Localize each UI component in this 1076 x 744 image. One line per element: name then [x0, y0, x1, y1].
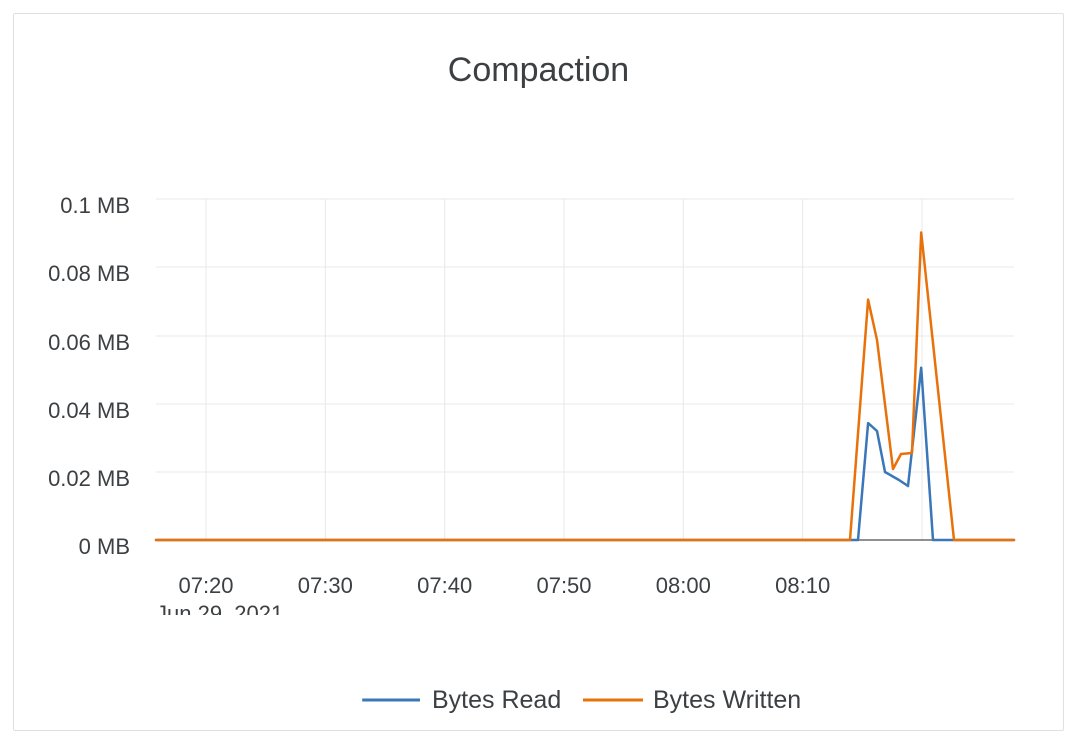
svg-text:0.1 MB: 0.1 MB: [60, 193, 130, 218]
svg-text:07:20: 07:20: [178, 573, 233, 598]
svg-text:Bytes Written: Bytes Written: [653, 686, 801, 714]
svg-text:07:30: 07:30: [298, 573, 353, 598]
svg-text:0.04 MB: 0.04 MB: [48, 398, 130, 423]
svg-text:0 MB: 0 MB: [79, 534, 130, 559]
svg-text:0.06 MB: 0.06 MB: [48, 330, 130, 355]
svg-text:07:40: 07:40: [417, 573, 472, 598]
svg-text:07:50: 07:50: [536, 573, 591, 598]
svg-text:Jun 29, 2021: Jun 29, 2021: [156, 601, 283, 615]
svg-text:0.02 MB: 0.02 MB: [48, 466, 130, 491]
svg-text:08:10: 08:10: [775, 573, 830, 598]
svg-text:0.08 MB: 0.08 MB: [48, 261, 130, 286]
svg-text:08:00: 08:00: [656, 573, 711, 598]
svg-text:Bytes Read: Bytes Read: [432, 686, 561, 714]
